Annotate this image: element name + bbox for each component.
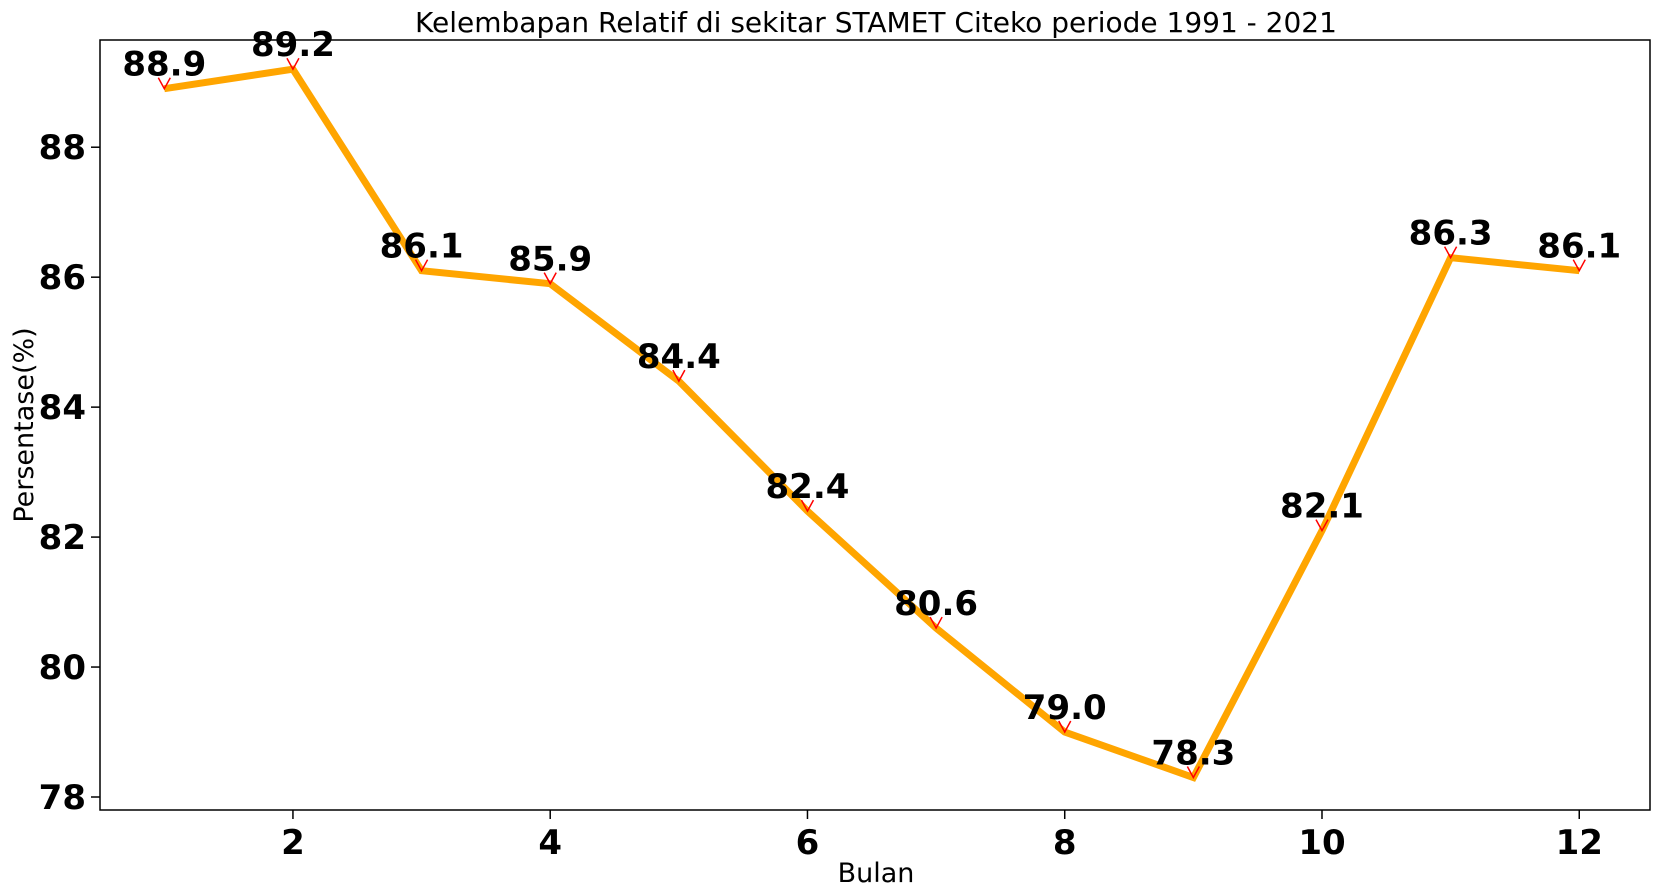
y-tick-label: 86 <box>39 258 86 298</box>
data-point <box>800 499 815 513</box>
data-point <box>286 57 300 71</box>
y-tick-label: 84 <box>39 388 86 428</box>
data-point <box>157 77 171 91</box>
data-label: 86.3 <box>1409 214 1493 254</box>
data-point <box>1186 766 1201 780</box>
x-tick-label: 6 <box>796 823 820 863</box>
data-label: 82.1 <box>1280 487 1364 527</box>
data-label: 89.2 <box>251 25 335 65</box>
data-labels: 88.9 89.2 86.1 85.9 84.4 82.4 80.6 79.0 78.3 82.1… <box>122 25 1621 773</box>
y-tick-label: 80 <box>39 648 86 688</box>
x-tick-label: 2 <box>281 823 305 863</box>
chart-title: Kelembapan Relatif di sekitar STAMET Cit… <box>415 6 1337 39</box>
data-label: 85.9 <box>508 240 592 280</box>
y-axis-label: Persentase(%) <box>9 327 40 522</box>
y-axis: 78 80 82 84 86 88 <box>39 128 100 818</box>
data-label: 86.1 <box>380 227 464 267</box>
data-point <box>1443 246 1458 260</box>
data-label: 86.1 <box>1537 227 1621 267</box>
data-point <box>543 272 557 286</box>
data-label: 79.0 <box>1023 688 1107 728</box>
data-point <box>414 259 429 273</box>
x-tick-label: 12 <box>1556 823 1603 863</box>
x-tick-label: 10 <box>1298 823 1345 863</box>
data-point <box>1315 519 1329 533</box>
y-tick-label: 82 <box>39 518 86 558</box>
data-label: 82.4 <box>766 467 850 507</box>
x-axis-label: Bulan <box>838 858 915 889</box>
data-label: 78.3 <box>1151 734 1235 774</box>
y-tick-label: 78 <box>39 778 86 818</box>
point-markers <box>157 57 1586 780</box>
data-label: 88.9 <box>122 45 206 85</box>
data-point <box>1058 720 1072 734</box>
y-tick-label: 88 <box>39 128 86 168</box>
data-label: 84.4 <box>637 337 721 377</box>
plot-area-frame <box>99 39 1651 811</box>
x-axis: 2 4 6 8 10 12 <box>281 810 1603 863</box>
data-point <box>929 616 943 630</box>
data-point <box>1572 259 1586 273</box>
data-point <box>672 369 686 383</box>
data-label: 80.6 <box>894 584 978 624</box>
series-line <box>163 65 1580 782</box>
x-tick-label: 4 <box>538 823 562 863</box>
x-tick-label: 8 <box>1053 823 1077 863</box>
